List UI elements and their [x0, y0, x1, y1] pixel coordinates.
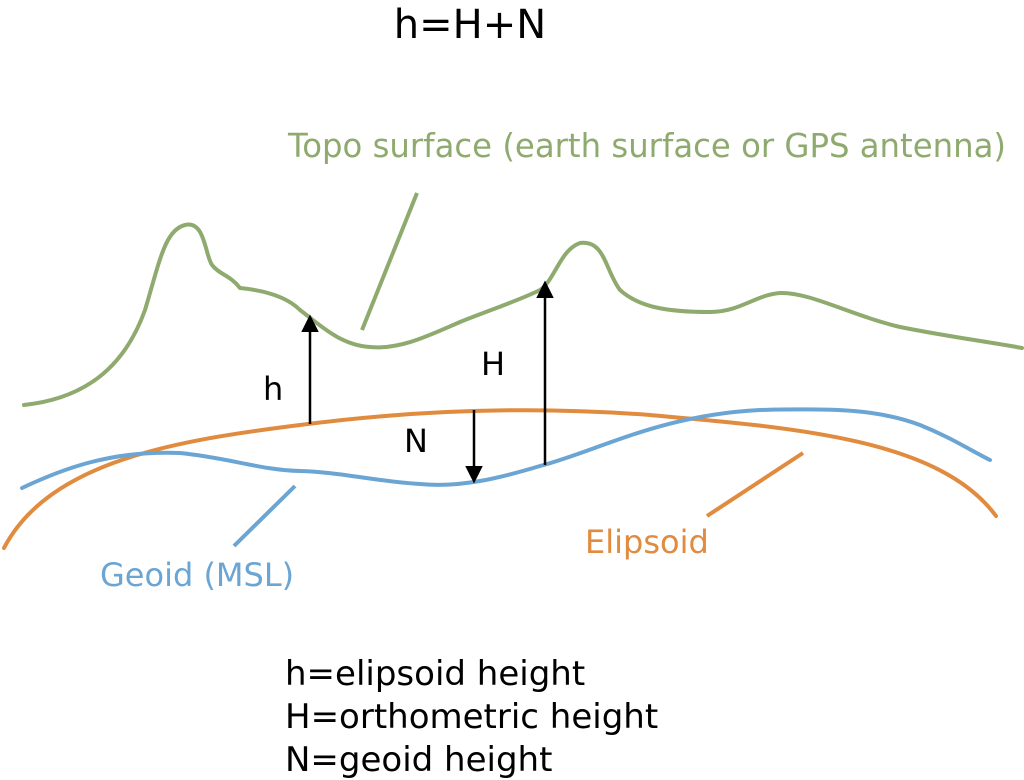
legend-line-N: N=geoid height: [285, 740, 552, 780]
geoid-curve: [20, 407, 992, 490]
diagram-title: h=H+N: [394, 2, 546, 48]
legend-line-h: h=elipsoid height: [285, 654, 585, 694]
legend-line-H: H=orthometric height: [285, 697, 658, 737]
N-label: N: [404, 422, 428, 460]
ellipsoid-curve: [2, 408, 998, 550]
topo-leader-line: [360, 192, 419, 331]
topo-surface-label: Topo surface (earth surface or GPS anten…: [287, 126, 1006, 165]
h-label: h: [263, 370, 283, 408]
ellipsoid-label: Elipsoid: [585, 523, 709, 561]
topo-surface-curve: [22, 222, 1024, 407]
geoid-leader-line: [232, 484, 297, 548]
ellipsoid-leader-line: [705, 451, 805, 518]
H-label: H: [481, 345, 505, 383]
geoid-label: Geoid (MSL): [100, 556, 294, 594]
